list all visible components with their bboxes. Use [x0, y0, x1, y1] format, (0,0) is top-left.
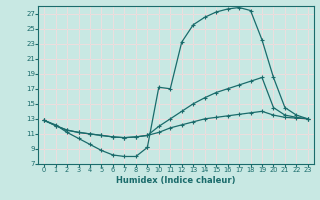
X-axis label: Humidex (Indice chaleur): Humidex (Indice chaleur) — [116, 176, 236, 185]
